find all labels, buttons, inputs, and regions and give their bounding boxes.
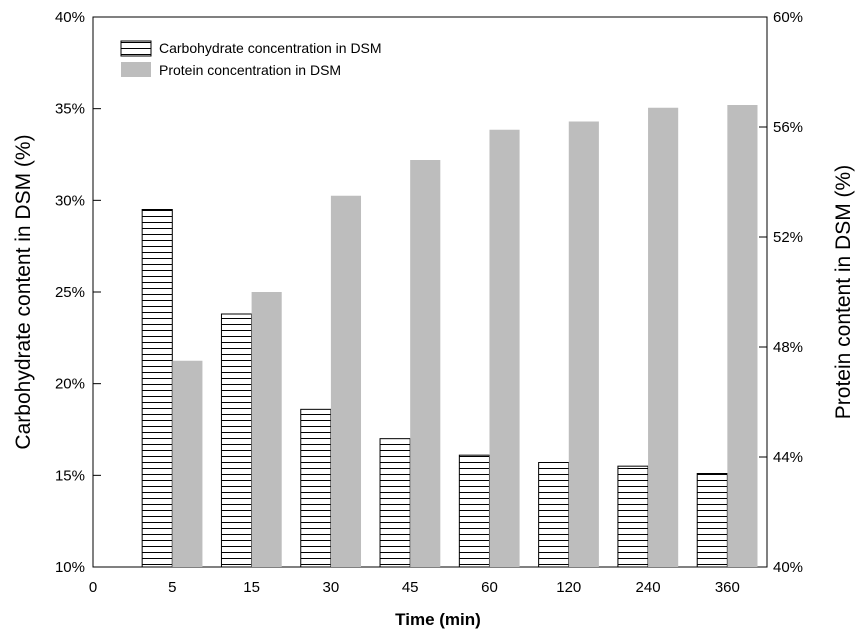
x-tick-label: 240 — [636, 579, 661, 596]
x-tick-label: 45 — [402, 579, 419, 596]
left-tick-label: 15% — [55, 467, 85, 484]
bar-protein — [568, 121, 599, 567]
x-tick-label: 15 — [243, 579, 260, 596]
bar-protein — [251, 292, 282, 567]
x-tick-label: 120 — [556, 579, 581, 596]
left-tick-label: 10% — [55, 559, 85, 576]
x-tick-label: 5 — [168, 579, 176, 596]
right-tick-label: 52% — [773, 229, 803, 246]
right-tick-label: 48% — [773, 339, 803, 356]
bar-protein — [410, 160, 441, 567]
x-tick-label: 60 — [481, 579, 498, 596]
left-axis-ticks: 10% 15% 20% 25% 30% 35% 40% — [55, 9, 101, 576]
bar-carbohydrate — [141, 209, 173, 568]
bar-carbohydrate — [379, 438, 411, 568]
bar-protein — [330, 195, 362, 567]
right-tick-label: 40% — [773, 559, 803, 576]
bar-carbohydrate — [617, 465, 649, 568]
bar-protein — [648, 107, 679, 567]
right-tick-label: 60% — [773, 9, 803, 26]
x-axis-ticks: 5 15 30 45 60 120 240 360 — [168, 560, 740, 596]
bar-protein — [489, 129, 520, 567]
left-tick-label: 40% — [55, 9, 85, 26]
legend-swatch-protein — [121, 62, 151, 77]
left-axis-title: Carbohydrate content in DSM (%) — [12, 134, 35, 449]
x-axis-title: Time (min) — [395, 610, 481, 629]
legend-label-protein: Protein concentration in DSM — [159, 62, 341, 78]
left-tick-label: 35% — [55, 101, 85, 118]
bars — [141, 105, 758, 568]
left-tick-label: 20% — [55, 376, 85, 393]
bar-carbohydrate — [696, 473, 728, 568]
right-tick-label: 56% — [773, 119, 803, 136]
bar-carbohydrate — [220, 313, 253, 568]
right-axis-title: Protein content in DSM (%) — [832, 165, 855, 419]
right-tick-label: 44% — [773, 449, 803, 466]
bar-carbohydrate — [458, 454, 490, 568]
bar-protein — [172, 360, 203, 567]
right-axis-ticks: 40% 44% 48% 52% 56% 60% — [759, 9, 803, 576]
bar-carbohydrate — [538, 462, 570, 568]
x-tick-label: 30 — [323, 579, 340, 596]
legend: Carbohydrate concentration in DSM Protei… — [120, 40, 382, 78]
left-tick-label: 25% — [55, 284, 85, 301]
legend-swatch-carbohydrate — [120, 40, 152, 57]
bar-carbohydrate — [300, 408, 332, 568]
bar-protein — [727, 105, 758, 567]
x-origin-label: 0 — [89, 579, 97, 596]
legend-label-carbohydrate: Carbohydrate concentration in DSM — [159, 40, 382, 56]
left-tick-label: 30% — [55, 192, 85, 209]
x-tick-label: 360 — [715, 579, 740, 596]
